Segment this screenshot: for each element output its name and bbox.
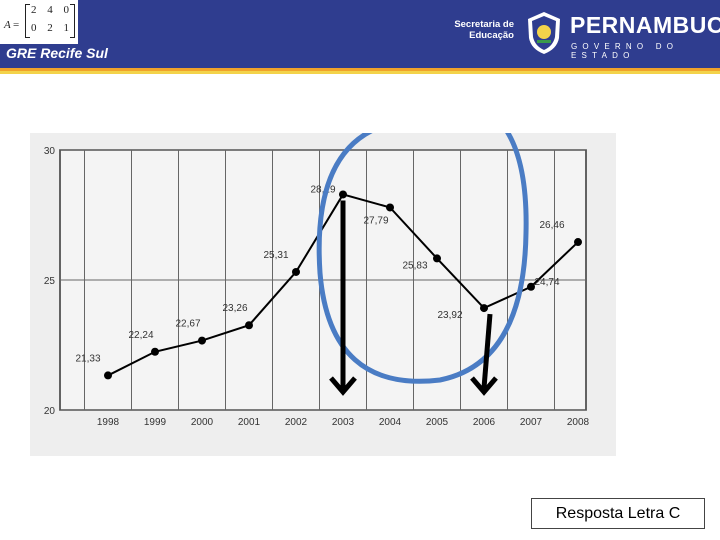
data-label: 22,67 xyxy=(175,319,200,330)
matrix-row-1: 2 4 0 xyxy=(31,4,69,16)
matrix-bracket-right xyxy=(70,4,75,38)
crest-icon xyxy=(528,12,560,54)
brand-name: PERNAMBUCO xyxy=(570,12,720,38)
header-stripe-yellow xyxy=(0,71,720,74)
line-chart: 20 25 30 1998 1999 2000 2001 2002 2003 2004 2005 20… xyxy=(44,95,590,428)
x-tick-label: 2004 xyxy=(379,417,402,428)
data-label: 22,24 xyxy=(128,330,153,341)
annotation-arrow-shaft xyxy=(481,313,493,389)
data-point xyxy=(480,304,488,313)
answer-box: Resposta Letra C xyxy=(531,498,705,529)
y-tick-label: 20 xyxy=(44,406,56,417)
matrix-formula: A = 2 4 0 0 2 1 xyxy=(0,0,78,44)
data-point xyxy=(104,371,112,380)
chart-area: 20 25 30 1998 1999 2000 2001 2002 2003 2004 2005 20… xyxy=(30,95,616,456)
x-tick-label: 2003 xyxy=(332,417,355,428)
data-point xyxy=(198,336,206,345)
gre-label: GRE Recife Sul xyxy=(6,45,108,61)
matrix-cell: 4 xyxy=(47,4,53,16)
data-label: 27,79 xyxy=(363,215,388,226)
matrix-cell: 0 xyxy=(63,4,70,16)
data-point xyxy=(339,190,347,199)
data-point xyxy=(433,254,441,263)
data-point xyxy=(245,321,253,330)
data-point xyxy=(527,282,535,291)
matrix-cell: 0 xyxy=(31,22,37,34)
annotation-ellipse xyxy=(316,95,529,384)
x-tick-label: 2006 xyxy=(473,417,496,428)
data-label: 24,74 xyxy=(534,277,559,288)
y-tick-label: 25 xyxy=(44,276,56,287)
secretaria-line-1: Secretaria de xyxy=(454,19,514,30)
x-tick-label: 2001 xyxy=(238,417,261,428)
data-label: 25,83 xyxy=(402,260,427,271)
x-tick-label: 2005 xyxy=(426,417,449,428)
y-tick-label: 30 xyxy=(44,146,56,157)
matrix-cell: 2 xyxy=(47,22,53,34)
matrix-bracket-left xyxy=(25,4,30,38)
x-tick-label: 1998 xyxy=(97,417,120,428)
annotation-arrow-head xyxy=(470,376,498,396)
matrix-symbol: A xyxy=(4,19,11,31)
data-label: 23,26 xyxy=(222,303,247,314)
x-tick-label: 2007 xyxy=(520,417,543,428)
header-bar xyxy=(0,0,720,68)
data-label: 25,31 xyxy=(263,250,288,261)
data-label: 23,92 xyxy=(437,310,462,321)
matrix-cell: 1 xyxy=(63,22,70,34)
data-label: 26,46 xyxy=(539,220,564,231)
matrix-cell: 2 xyxy=(31,4,37,16)
matrix-equals: = xyxy=(13,19,20,31)
data-label: 21,33 xyxy=(75,353,100,364)
secretaria-label: Secretaria de Educação xyxy=(452,19,514,41)
data-point xyxy=(386,203,394,212)
data-point xyxy=(292,267,300,276)
x-tick-label: 1999 xyxy=(144,417,167,428)
header-stripe-orange xyxy=(0,68,720,71)
matrix-row-2: 0 2 1 xyxy=(31,22,69,34)
annotation-arrow-head xyxy=(329,376,357,396)
data-point xyxy=(151,347,159,356)
x-tick-label: 2008 xyxy=(567,417,590,428)
data-point xyxy=(574,238,582,247)
x-tick-label: 2000 xyxy=(191,417,214,428)
brand-subtitle: GOVERNO DO ESTADO xyxy=(571,42,679,60)
secretaria-line-2: Educação xyxy=(469,30,514,41)
data-label: 28,29 xyxy=(310,184,335,195)
x-tick-label: 2002 xyxy=(285,417,308,428)
